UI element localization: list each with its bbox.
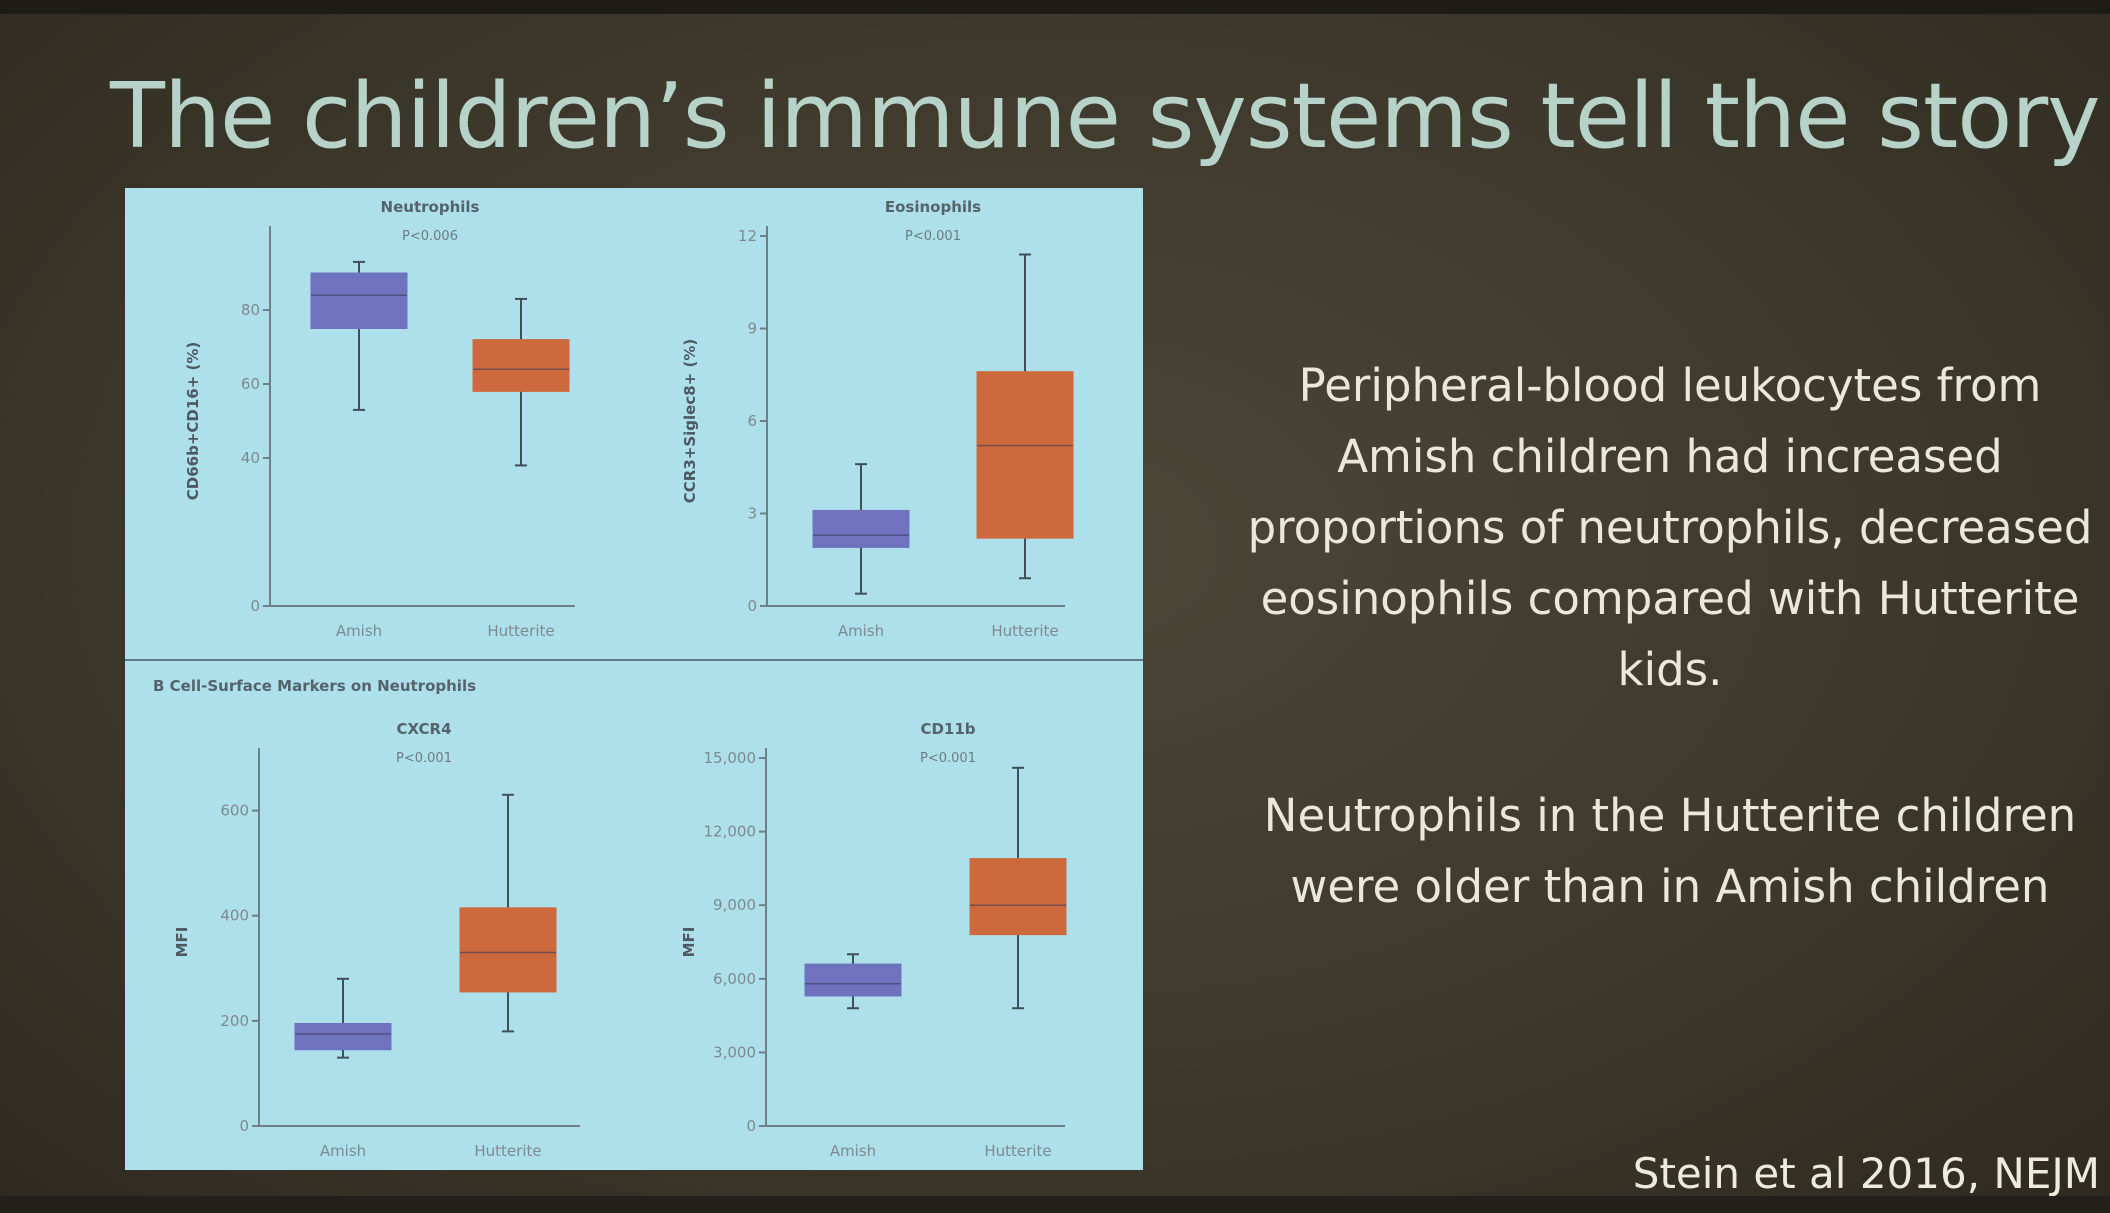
description-leukocytes: Peripheral-blood leukocytes from Amish c…	[1247, 359, 2093, 696]
cd11b-amish-box	[804, 963, 902, 997]
slide-title: The children’s immune systems tell the s…	[110, 64, 2101, 169]
cxcr4-x-tick-label: Amish	[320, 1142, 366, 1160]
cd11b-x-tick-label: Amish	[830, 1142, 876, 1160]
neutrophils-pvalue: P<0.006	[402, 229, 458, 244]
cd11b-y-tick-label: 6,000	[713, 970, 756, 988]
cd11b-hutterite-box	[969, 858, 1067, 936]
cxcr4-title: CXCR4	[396, 720, 451, 738]
cd11b-y-tick-label: 15,000	[704, 749, 757, 767]
top-border	[0, 0, 2110, 14]
neutrophils-y-axis-label: CD66b+CD16+ (%)	[184, 342, 202, 501]
neutrophils-x-tick-label: Hutterite	[487, 622, 554, 640]
cd11b-y-tick-label: 9,000	[713, 896, 756, 914]
citation: Stein et al 2016, NEJM	[1632, 1149, 2100, 1198]
eosinophils-title: Eosinophils	[885, 198, 981, 216]
cxcr4-y-tick-label: 400	[220, 907, 249, 925]
cd11b-y-tick-label: 0	[746, 1117, 756, 1135]
box-plot-figure: B Cell-Surface Markers on Neutrophils Ne…	[125, 198, 1143, 1160]
cxcr4-y-tick-label: 600	[220, 802, 249, 820]
cd11b-y-tick-label: 3,000	[713, 1043, 756, 1061]
bottom-border	[0, 1196, 2110, 1213]
neutrophils-y-tick-label: 0	[250, 597, 260, 615]
eosinophils-y-tick-label: 0	[747, 597, 757, 615]
cd11b-x-tick-label: Hutterite	[984, 1142, 1051, 1160]
cd11b-y-axis-label: MFI	[680, 927, 698, 958]
cd11b-title: CD11b	[920, 720, 975, 738]
description-neutrophil-age: Neutrophils in the Hutterite children we…	[1263, 789, 2077, 913]
neutrophils-title: Neutrophils	[381, 198, 480, 216]
cd11b-y-tick-label: 12,000	[704, 823, 757, 841]
neutrophils-x-tick-label: Amish	[336, 622, 382, 640]
eosinophils-y-tick-label: 3	[747, 505, 757, 523]
cxcr4-y-tick-label: 200	[220, 1012, 249, 1030]
eosinophils-y-tick-label: 12	[738, 227, 757, 245]
eosinophils-x-tick-label: Hutterite	[991, 622, 1058, 640]
eosinophils-y-axis-label: CCR3+Siglec8+ (%)	[681, 339, 699, 503]
cxcr4-x-tick-label: Hutterite	[474, 1142, 541, 1160]
section-b-label: B Cell-Surface Markers on Neutrophils	[153, 677, 476, 695]
cd11b-pvalue: P<0.001	[920, 751, 976, 766]
eosinophils-y-tick-label: 9	[747, 320, 757, 338]
neutrophils-y-tick-label: 80	[241, 301, 260, 319]
neutrophils-hutterite-box	[472, 339, 570, 392]
figure-panel: B Cell-Surface Markers on Neutrophils Ne…	[125, 188, 1143, 1170]
neutrophils-y-tick-label: 40	[241, 449, 260, 467]
eosinophils-pvalue: P<0.001	[905, 229, 961, 244]
eosinophils-y-tick-label: 6	[747, 412, 757, 430]
neutrophils-y-tick-label: 60	[241, 375, 260, 393]
cxcr4-hutterite-box	[459, 907, 557, 993]
neutrophils-amish-box	[310, 272, 408, 329]
cxcr4-amish-box	[294, 1022, 392, 1051]
eosinophils-hutterite-box	[976, 371, 1074, 539]
eosinophils-x-tick-label: Amish	[838, 622, 884, 640]
cxcr4-y-tick-label: 0	[239, 1117, 249, 1135]
cxcr4-pvalue: P<0.001	[396, 751, 452, 766]
cxcr4-y-axis-label: MFI	[173, 927, 191, 958]
eosinophils-amish-box	[812, 509, 910, 548]
